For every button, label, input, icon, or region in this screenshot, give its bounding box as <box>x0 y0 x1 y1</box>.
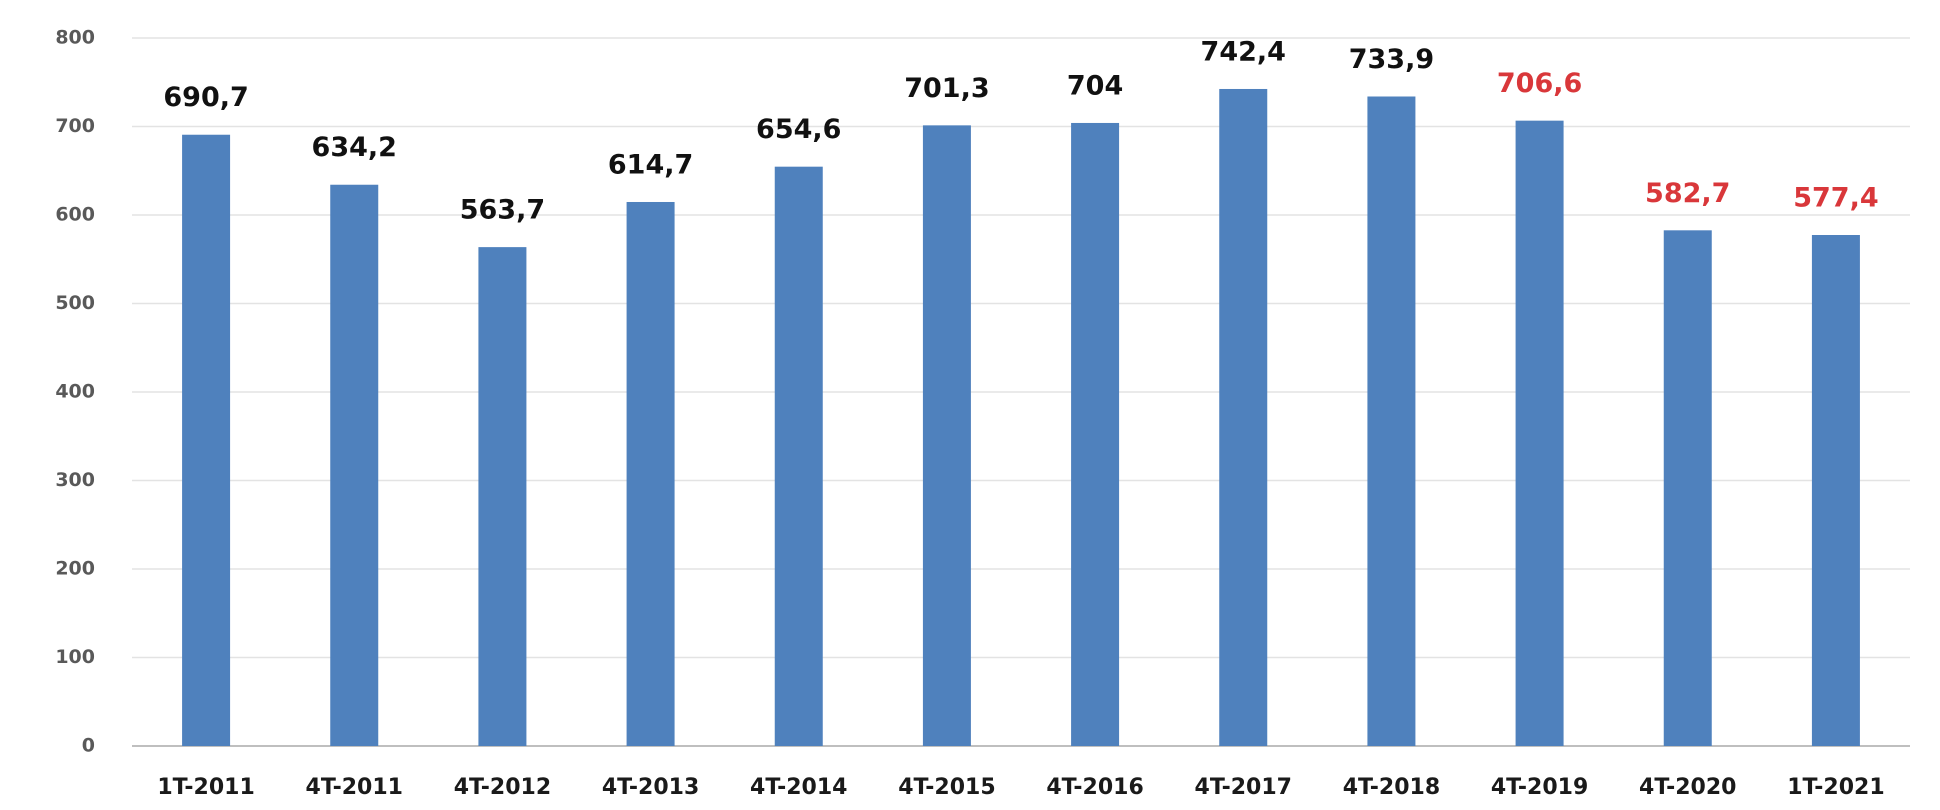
value-label: 733,9 <box>1349 44 1434 75</box>
y-tick-label: 300 <box>55 469 95 491</box>
x-tick-label: 4T-2017 <box>1195 775 1292 800</box>
y-tick-label: 800 <box>55 27 95 49</box>
bar <box>1071 122 1120 746</box>
bar <box>478 247 527 747</box>
bar <box>1663 230 1712 747</box>
bar <box>626 201 675 747</box>
bar <box>922 125 971 747</box>
x-tick-label: 4T-2016 <box>1046 775 1143 800</box>
x-tick-label: 4T-2011 <box>306 775 403 800</box>
value-label: 654,6 <box>756 114 841 145</box>
value-label: 634,2 <box>312 132 397 163</box>
value-label: 701,3 <box>904 73 989 104</box>
y-tick-label: 700 <box>55 115 95 137</box>
y-tick-label: 400 <box>55 381 95 403</box>
value-label: 577,4 <box>1793 183 1878 214</box>
y-tick-label: 100 <box>55 646 95 668</box>
y-tick-label: 0 <box>82 735 95 757</box>
y-tick-label: 200 <box>55 558 95 580</box>
bar <box>1367 96 1416 747</box>
bar <box>330 184 379 746</box>
bar <box>182 134 231 747</box>
bar <box>1811 235 1860 746</box>
x-tick-label: 4T-2020 <box>1639 775 1736 800</box>
x-tick-label: 1T-2021 <box>1787 775 1884 800</box>
y-tick-label: 500 <box>55 292 95 314</box>
x-tick-label: 4T-2019 <box>1491 775 1588 800</box>
bar <box>774 166 823 746</box>
bar <box>1219 88 1268 746</box>
y-tick-label: 600 <box>55 204 95 226</box>
x-tick-label: 4T-2015 <box>898 775 995 800</box>
bar <box>1515 120 1564 746</box>
x-tick-label: 4T-2018 <box>1343 775 1440 800</box>
value-label: 704 <box>1067 70 1123 101</box>
x-tick-label: 4T-2013 <box>602 775 699 800</box>
x-tick-label: 1T-2011 <box>157 775 254 800</box>
x-tick-label: 4T-2012 <box>454 775 551 800</box>
value-label: 742,4 <box>1201 36 1286 67</box>
value-label: 706,6 <box>1497 68 1582 99</box>
value-label: 690,7 <box>163 82 248 113</box>
value-label: 582,7 <box>1645 178 1730 209</box>
value-label: 614,7 <box>608 149 693 180</box>
x-tick-label: 4T-2014 <box>750 775 847 800</box>
value-label: 563,7 <box>460 195 545 226</box>
